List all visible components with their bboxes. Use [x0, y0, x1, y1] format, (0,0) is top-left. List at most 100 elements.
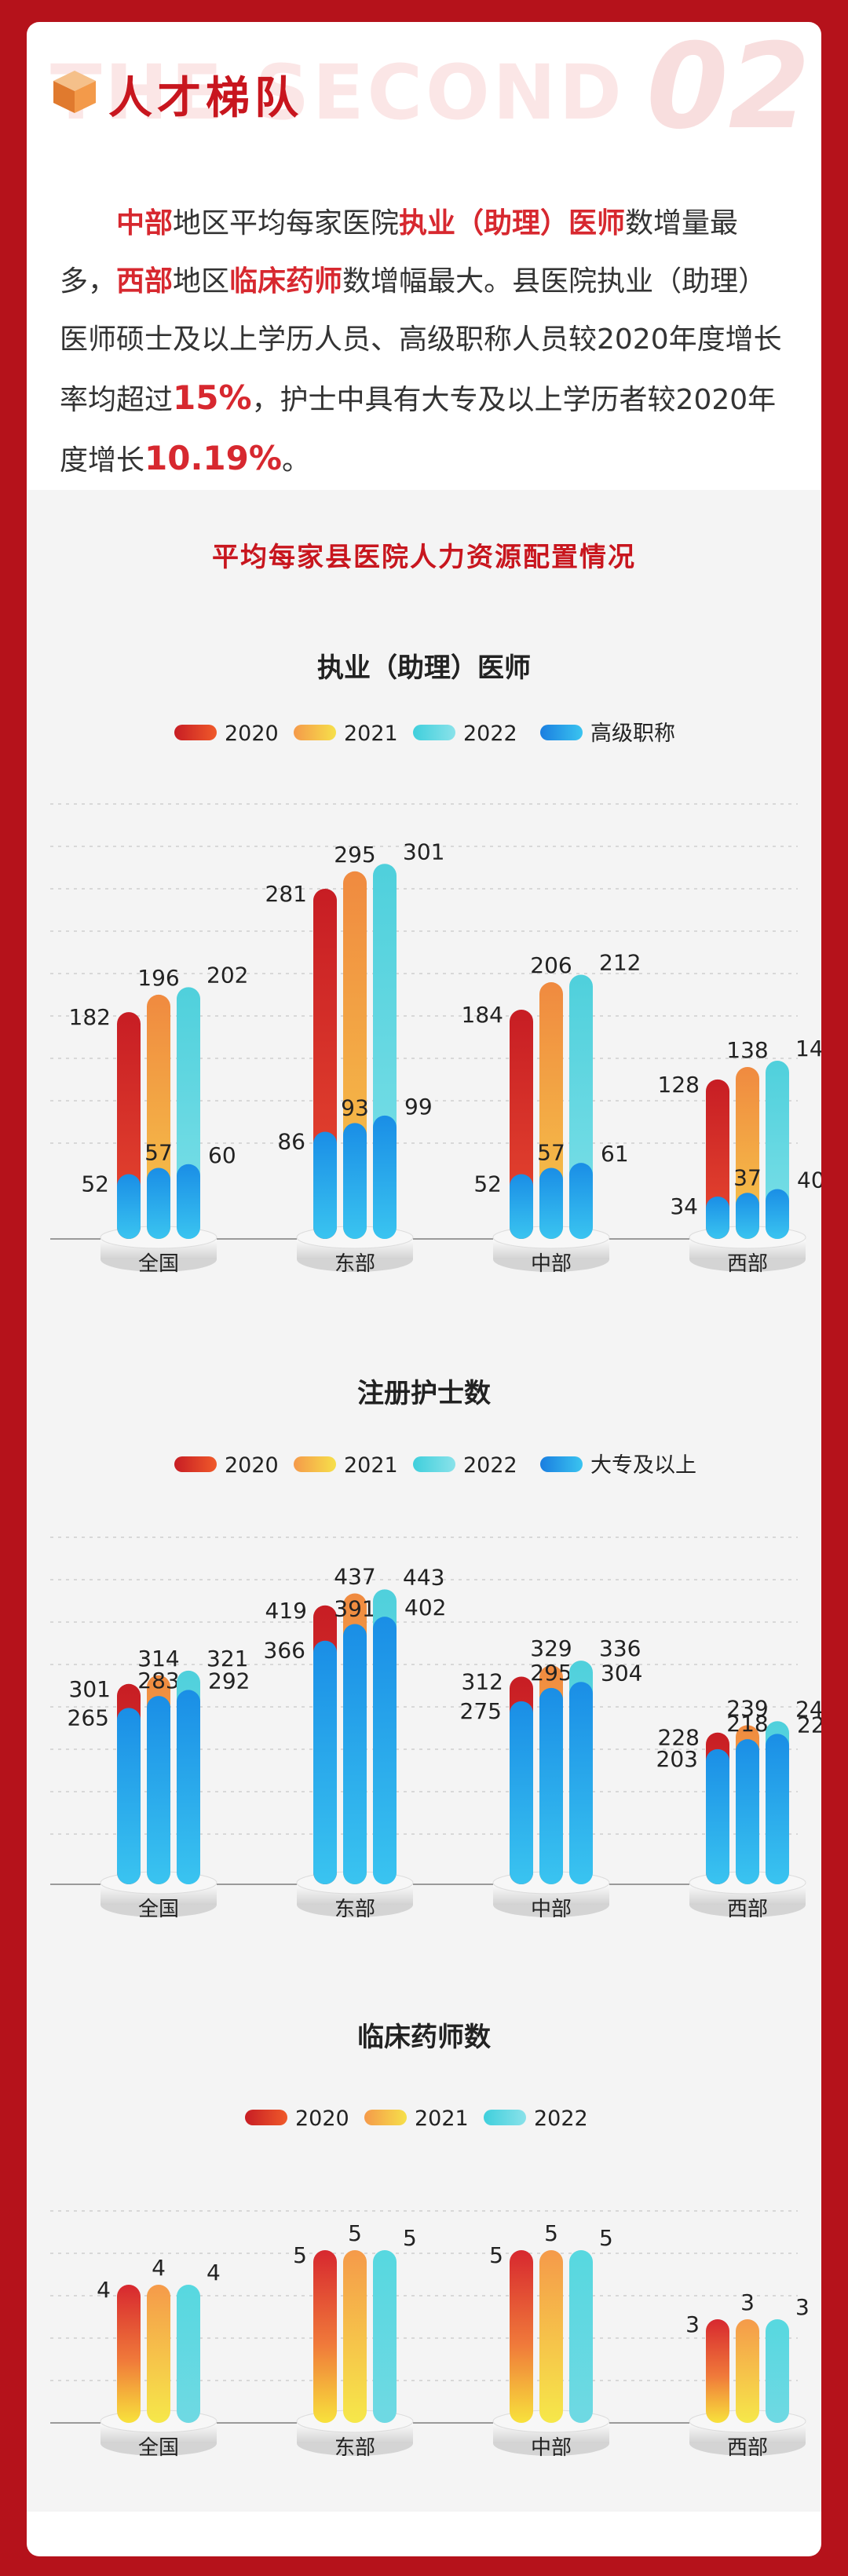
- value-label: 295: [334, 842, 375, 868]
- category-label: 中部: [531, 1252, 572, 1276]
- sub-value-label: 34: [670, 1193, 698, 1219]
- bar-sub: [569, 1163, 593, 1239]
- bar-sub: [569, 1682, 593, 1884]
- sub-value-label: 86: [277, 1129, 305, 1155]
- main-chart-title: 平均每家县医院人力资源配置情况: [212, 542, 636, 573]
- value-label: 206: [530, 952, 572, 978]
- bar-2022: [373, 2250, 397, 2423]
- legend-label: 2020: [225, 722, 279, 746]
- bar-2022: [766, 2319, 789, 2423]
- value-label: 4: [97, 2277, 111, 2303]
- value-label: 239: [726, 1695, 768, 1721]
- value-label: 202: [207, 962, 248, 988]
- bar-sub: [313, 1131, 337, 1239]
- section-number: 02: [646, 22, 810, 155]
- bar-sub: [373, 1115, 397, 1239]
- cube-icon: [53, 71, 96, 113]
- intro-text: 数增幅最大。县医院执业（助理）医师硕士及以上学历人员、高级职称人员较2020年度…: [60, 265, 782, 416]
- sub-value-label: 391: [334, 1596, 375, 1622]
- intro-highlight: 中部: [116, 207, 174, 239]
- sub-value-label: 93: [341, 1094, 369, 1120]
- category-label: 全国: [138, 2436, 179, 2460]
- value-label: 3: [685, 2311, 700, 2337]
- value-label: 228: [658, 1725, 700, 1751]
- chart-title: 临床药师数: [357, 2022, 491, 2053]
- legend-label: 高级职称: [590, 722, 675, 746]
- value-label: 301: [403, 839, 444, 864]
- value-label: 4: [207, 2260, 221, 2286]
- value-label: 196: [137, 965, 179, 991]
- intro-text: 。: [281, 444, 310, 477]
- value-label: 281: [265, 881, 307, 907]
- legend-swatch: [540, 1456, 583, 1472]
- sub-value-label: 37: [733, 1164, 762, 1190]
- intro-text: 地区: [173, 265, 230, 298]
- legend-label: 2020: [295, 2106, 349, 2131]
- sub-value-label: 52: [81, 1171, 109, 1197]
- legend-swatch: [174, 725, 217, 740]
- bar-sub: [343, 1624, 367, 1884]
- value-label: 182: [69, 1004, 111, 1030]
- value-label: 5: [489, 2242, 503, 2268]
- value-label: 336: [599, 1635, 641, 1661]
- bar-sub: [539, 1687, 563, 1884]
- sub-value-label: 226: [797, 1712, 821, 1737]
- bar-sub: [373, 1617, 397, 1884]
- bar-2021: [343, 2250, 367, 2423]
- value-label: 184: [462, 1002, 503, 1028]
- bar-sub: [766, 1189, 789, 1239]
- value-label: 419: [265, 1598, 307, 1624]
- intro-text: ，护士中具有大专及以上学历者较2020年度增长: [60, 384, 777, 477]
- value-label: 5: [403, 2225, 417, 2251]
- sub-value-label: 60: [208, 1142, 236, 1168]
- legend-swatch: [174, 1456, 217, 1472]
- sub-value-label: 99: [404, 1094, 433, 1120]
- intro-text: 地区平均每家医院: [173, 207, 400, 239]
- bar-sub: [343, 1123, 367, 1239]
- intro-highlight: 15%: [173, 378, 252, 417]
- category-label: 东部: [334, 2436, 375, 2460]
- legend-swatch: [484, 2110, 526, 2125]
- intro-text: 数增量最多，: [60, 207, 739, 298]
- bar-sub: [117, 1174, 141, 1239]
- sub-value-label: 402: [404, 1595, 446, 1621]
- category-label: 西部: [727, 1898, 768, 1921]
- bar-2021: [147, 2285, 170, 2423]
- sub-value-label: 265: [68, 1705, 109, 1730]
- value-label: 301: [69, 1676, 111, 1702]
- sub-value-label: 61: [601, 1141, 629, 1167]
- category-label: 东部: [334, 1898, 375, 1921]
- bar-sub: [706, 1197, 729, 1239]
- chart-panel: [27, 490, 821, 2512]
- section-title: 人才梯队: [108, 73, 303, 124]
- value-label: 314: [137, 1646, 179, 1672]
- legend-swatch: [540, 725, 583, 740]
- category-label: 中部: [531, 2436, 572, 2460]
- sub-value-label: 203: [656, 1746, 698, 1772]
- bar-sub: [177, 1164, 200, 1239]
- value-label: 443: [403, 1564, 444, 1590]
- sub-value-label: 292: [208, 1668, 250, 1694]
- legend-label: 大专及以上: [590, 1453, 696, 1478]
- value-label: 437: [334, 1564, 375, 1590]
- value-label: 312: [462, 1668, 503, 1694]
- sub-value-label: 57: [144, 1140, 173, 1166]
- sub-value-label: 283: [137, 1668, 179, 1694]
- legend-label: 2020: [225, 1453, 279, 1478]
- legend-label: 2022: [463, 722, 517, 746]
- bar-sub: [539, 1167, 563, 1239]
- legend-swatch: [294, 1456, 336, 1472]
- value-label: 329: [530, 1635, 572, 1661]
- legend-label: 2021: [344, 722, 398, 746]
- bar-sub: [117, 1708, 141, 1884]
- category-label: 中部: [531, 1898, 572, 1921]
- chart-pharmacists: 临床药师数 2020 2021 2022 全国 4 4 4 东部 5 5 5 中部 5 5 5 西部 3 3 3: [50, 2022, 810, 2460]
- sub-value-label: 295: [530, 1660, 572, 1686]
- bar-sub: [736, 1193, 759, 1239]
- category-label: 全国: [138, 1252, 179, 1276]
- value-label: 245: [795, 1696, 821, 1722]
- value-label: 128: [658, 1072, 700, 1098]
- sub-value-label: 57: [537, 1140, 565, 1166]
- chart-title: 注册护士数: [357, 1378, 491, 1409]
